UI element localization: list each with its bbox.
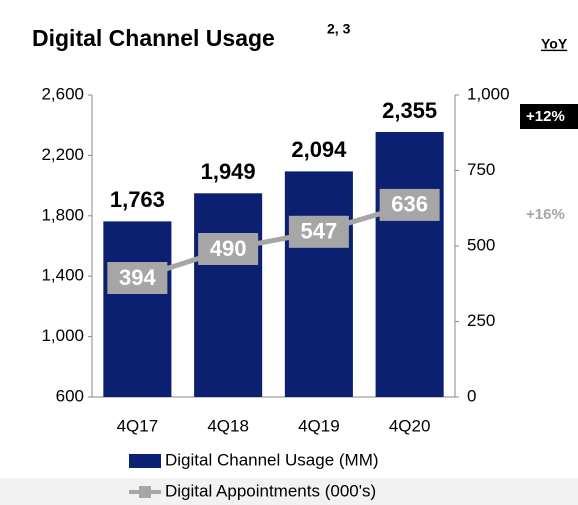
y-tick-label: 2,600 [41,84,84,103]
line-value-label: 547 [301,219,338,244]
line-marker [379,188,440,221]
line-value-label: 636 [391,192,428,217]
y-tick-label: 1,800 [41,205,84,224]
yoy-badge [520,202,578,227]
bar [194,193,263,397]
line-marker [198,233,259,266]
line-marker [288,215,349,248]
yoy-badge [520,104,578,129]
bar [284,171,353,397]
yoy-header: YoY [541,36,568,52]
y2-tick-label: 1,000 [467,84,510,103]
x-tick-label: 4Q20 [389,416,431,435]
y2-tick-label: 250 [467,311,495,330]
bar-value-label: 1,763 [110,187,165,212]
line [136,202,411,281]
x-tick-label: 4Q18 [207,416,249,435]
y-tick-label: 1,400 [41,266,84,285]
x-tick-label: 4Q17 [117,416,159,435]
y2-tick-label: 500 [467,235,495,254]
bar-value-label: 2,094 [291,137,347,162]
bar [375,131,444,397]
line-marker [107,262,168,295]
bar-value-label: 2,355 [382,98,437,123]
yoy-bar-change: +12% [526,108,565,125]
legend-label: Digital Appointments (000's) [165,481,376,500]
y-tick-label: 600 [56,386,84,405]
legend-swatch [139,486,151,498]
y2-tick-label: 0 [467,386,476,405]
legend-label: Digital Channel Usage (MM) [165,450,379,469]
x-tick-label: 4Q19 [298,416,340,435]
line-value-label: 490 [210,236,247,261]
title-superscript: 2, 3 [327,21,351,37]
chart-title: Digital Channel Usage [32,25,275,51]
y2-tick-label: 750 [467,160,495,179]
yoy-line-change: +16% [526,206,565,223]
legend-swatch [129,454,161,468]
bar [103,221,172,397]
y-tick-label: 1,000 [41,326,84,345]
y-tick-label: 2,200 [41,145,84,164]
line-value-label: 394 [119,265,156,290]
bar-value-label: 1,949 [201,159,256,184]
